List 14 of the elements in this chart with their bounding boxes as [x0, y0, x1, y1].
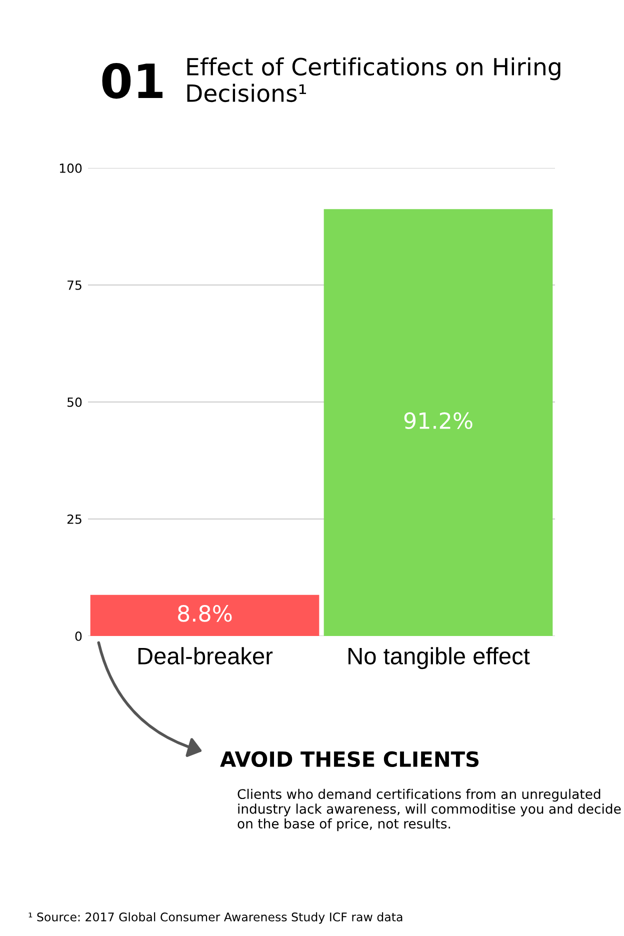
chart-title: Effect of Certifications on Hiring Decisions¹: [187, 57, 560, 102]
y-tick-label: 0: [75, 631, 82, 641]
text: AVOID THESE CLIENTS: [220, 751, 479, 768]
y-tick-label: 100: [60, 163, 82, 173]
y-tick-label: 50: [68, 397, 82, 407]
text: 01: [102, 62, 162, 99]
x-tick-label: No tangible effect: [348, 647, 530, 670]
data-label: 8.8%: [178, 605, 232, 622]
text: Clients who demand certifications from an unregulated industry lack awareness, will commoditise you and decide on the base of price, not results.: [238, 788, 621, 832]
data-label: 91.2%: [404, 412, 472, 430]
x-tick-label: Deal-breaker: [138, 647, 273, 664]
y-tick-label: 75: [68, 280, 82, 290]
y-tick-label: 25: [67, 514, 82, 524]
text: ¹ Source: 2017 Global Consumer Awareness Study ICF raw data: [28, 912, 402, 924]
